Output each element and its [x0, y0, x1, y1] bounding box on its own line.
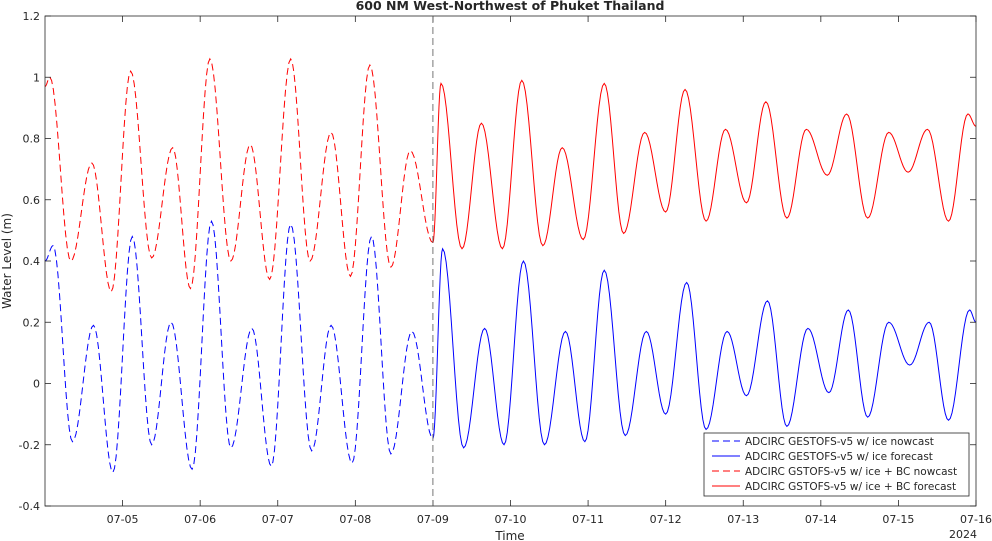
series-line-4 [432, 79, 976, 250]
x-tick-label: 07-05 [107, 513, 139, 526]
axes-layer: -0.4 -0.2 0 0.2 0.4 0.6 0.8 1 1.2 07-05 07-06 07-07… [19, 10, 992, 526]
series-layer [45, 57, 976, 474]
legend-label-4: ADCIRC GSTOFS-v5 w/ ice + BC forecast [745, 481, 956, 493]
series-line-3 [45, 57, 434, 293]
x-tick-label: 07-08 [339, 513, 371, 526]
x-tick-label: 07-06 [184, 513, 216, 526]
x-tick-label: 07-14 [805, 513, 837, 526]
y-axis-label: Water Level (m) [0, 213, 14, 309]
y-tick-label: -0.2 [19, 439, 40, 452]
x-tick-label: 07-11 [572, 513, 604, 526]
legend-label-3: ADCIRC GSTOFS-v5 w/ ice + BC nowcast [745, 466, 957, 478]
x-tick-label: 07-15 [882, 513, 914, 526]
y-tick-label: 0.4 [23, 255, 41, 268]
x-tick-label: 07-16 [960, 513, 992, 526]
chart-title: 600 NM West-Northwest of Phuket Thailand [356, 0, 665, 13]
y-tick-label: 0.8 [23, 133, 41, 146]
series-line-1 [45, 219, 434, 474]
legend-label-1: ADCIRC GESTOFS-v5 w/ ice nowcast [745, 436, 934, 448]
legend-box [703, 432, 970, 497]
y-tick-label: 1 [33, 71, 40, 84]
series-line-2 [432, 247, 976, 449]
y-tick-label: -0.4 [19, 500, 40, 513]
x-axis-year-label: 2024 [949, 528, 977, 541]
y-tick-label: 1.2 [23, 10, 41, 23]
x-axis-label: Time [494, 529, 524, 541]
x-tick-label: 07-13 [727, 513, 759, 526]
x-tick-label: 07-09 [417, 513, 449, 526]
x-tick-label: 07-10 [495, 513, 527, 526]
y-tick-label: 0 [33, 378, 40, 391]
legend-label-2: ADCIRC GESTOFS-v5 w/ ice forecast [745, 451, 933, 463]
x-tick-label: 07-12 [650, 513, 682, 526]
y-tick-label: 0.6 [23, 194, 41, 207]
x-tick-label: 07-07 [262, 513, 294, 526]
chart-legend: ADCIRC GESTOFS-v5 w/ ice nowcast ADCIRC G… [703, 432, 970, 497]
y-tick-label: 0.2 [23, 316, 41, 329]
